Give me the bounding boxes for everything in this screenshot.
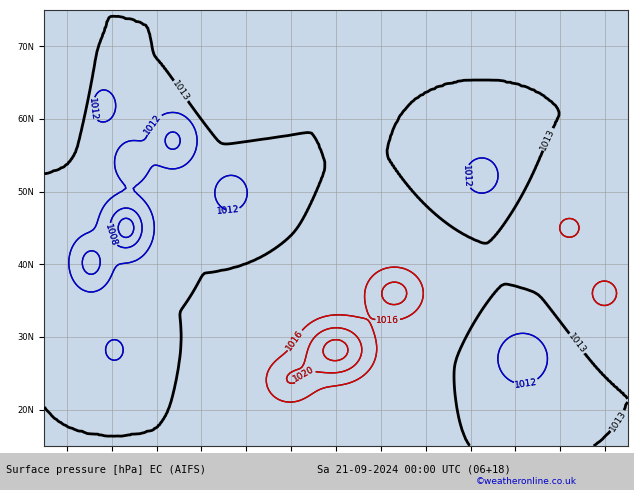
Text: 1012: 1012 [143, 112, 163, 136]
Text: 1013: 1013 [171, 79, 191, 103]
Text: 1012: 1012 [460, 165, 471, 188]
Text: 1012: 1012 [216, 205, 240, 216]
Text: 1013: 1013 [608, 409, 628, 433]
Text: 1012: 1012 [514, 378, 538, 390]
Text: 1016: 1016 [376, 316, 399, 325]
Text: 1008: 1008 [103, 223, 118, 247]
Text: 1012: 1012 [514, 378, 538, 390]
Text: Surface pressure [hPa] EC (AIFS): Surface pressure [hPa] EC (AIFS) [6, 465, 206, 475]
Text: Sa 21-09-2024 00:00 UTC (06+18): Sa 21-09-2024 00:00 UTC (06+18) [317, 465, 511, 475]
Text: 1012: 1012 [460, 165, 471, 188]
Text: 1016: 1016 [285, 329, 306, 352]
Text: 1020: 1020 [292, 365, 316, 384]
Text: 1016: 1016 [285, 329, 306, 352]
Text: 1012: 1012 [143, 112, 163, 136]
Text: 1012: 1012 [216, 205, 240, 216]
Text: 1020: 1020 [292, 365, 316, 384]
Text: 1012: 1012 [87, 98, 98, 121]
Text: 1008: 1008 [103, 223, 118, 247]
Text: 1012: 1012 [87, 98, 98, 121]
Text: 1016: 1016 [376, 316, 399, 325]
Text: 1013: 1013 [566, 332, 588, 355]
Text: ©weatheronline.co.uk: ©weatheronline.co.uk [476, 477, 576, 486]
Text: 1013: 1013 [539, 127, 557, 151]
